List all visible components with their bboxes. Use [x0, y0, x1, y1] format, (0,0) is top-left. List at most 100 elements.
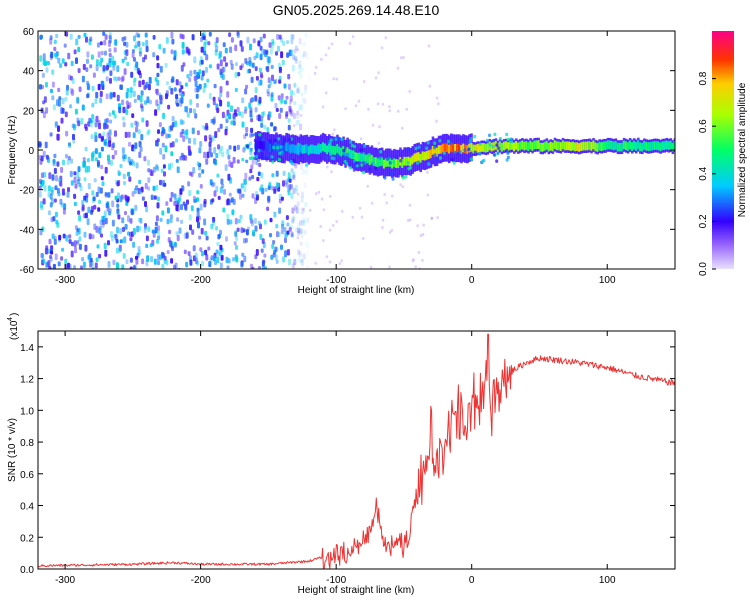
spectrogram-cell: [324, 53, 328, 57]
spectrogram-cell: [253, 218, 257, 224]
spectrogram-blob: [482, 158, 486, 163]
spectrogram-cell: [109, 77, 112, 84]
spectrogram-cell: [196, 130, 200, 136]
spectrogram-ridge-core: [285, 142, 288, 152]
spectrogram-cell: [74, 108, 78, 115]
spectrogram-ridge-core: [531, 142, 534, 151]
spectrogram-cell: [273, 80, 277, 85]
spectrogram-cell: [146, 96, 150, 104]
spectrogram-cell: [215, 186, 219, 193]
spectrogram-cell: [290, 184, 293, 189]
spectrogram-cell: [189, 70, 193, 77]
spectrogram-cell: [275, 51, 278, 56]
spectrogram-cell: [286, 40, 289, 45]
spectrogram-cell: [58, 96, 62, 101]
spectrogram-blob: [458, 150, 462, 154]
spectrogram-ridge-core: [407, 156, 410, 166]
spectrogram-cell: [38, 191, 42, 198]
spectrogram-cell: [206, 78, 210, 83]
spectrogram-cell: [302, 253, 306, 260]
spectrogram-ridge-core: [498, 141, 502, 150]
spectrogram-cell: [180, 65, 184, 72]
spectrogram-cell: [123, 181, 126, 186]
spectrogram-cell: [226, 101, 230, 108]
spectrogram-cell: [191, 127, 195, 135]
spectrogram-cell: [113, 47, 117, 53]
spectrogram-cell: [225, 256, 229, 264]
spectrogram-cell: [106, 132, 110, 137]
spectrogram-cell: [266, 88, 270, 94]
spectrogram-cell: [95, 257, 99, 263]
spectrogram-cell: [64, 258, 68, 265]
spectrogram-cell: [180, 204, 183, 211]
spectrogram-cell: [69, 33, 73, 40]
spectrogram-cell: [306, 217, 310, 224]
spectrogram-cell: [225, 199, 229, 206]
spectrogram-cell: [305, 265, 309, 269]
spectrogram-ridge-core: [561, 140, 565, 150]
spectrogram-ridge-core: [330, 145, 333, 155]
spectrogram-cell: [78, 86, 82, 92]
spectrogram-cell: [57, 261, 61, 267]
spectrogram-ridge-core: [362, 152, 366, 162]
spectrogram-ridge-core: [476, 143, 479, 153]
spectrogram-cell: [401, 185, 405, 189]
spectrogram-ridge-core: [265, 142, 268, 151]
spectrogram-cell: [381, 218, 385, 222]
spectrogram-blob: [498, 136, 502, 141]
spectrogram-ridge-core: [263, 141, 266, 151]
spectrogram-cell: [388, 105, 391, 109]
spectrogram-cell: [232, 121, 236, 126]
spectrogram-cell: [209, 137, 213, 143]
spectrogram-cell: [106, 136, 110, 141]
spectrogram-ridge-core: [557, 141, 561, 151]
spectrogram-cell: [255, 76, 259, 81]
spectrogram-cell: [77, 46, 81, 53]
spectrogram-cell: [43, 184, 47, 192]
spectrogram-cell: [204, 230, 208, 236]
spectrogram-cell: [126, 61, 130, 67]
spectrogram-cell: [129, 266, 133, 269]
spectrogram-blob: [276, 146, 280, 150]
spectrogram-cell: [236, 106, 240, 112]
spectrogram-ridge-core: [433, 148, 437, 157]
spectrogram-cell: [208, 31, 212, 37]
spectrogram-cell: [70, 158, 74, 164]
spectrogram-cell: [259, 53, 263, 61]
spectrogram-cell: [322, 239, 325, 243]
spectrogram-cell: [278, 113, 282, 119]
spectrogram-cell: [111, 143, 115, 151]
spectrogram-cell: [86, 93, 90, 99]
spectrogram-cell: [261, 111, 265, 119]
spectrogram-cell: [49, 202, 53, 208]
spectrogram-cell: [193, 198, 197, 203]
spectrogram-cell: [98, 199, 102, 204]
spectrogram-cell: [108, 128, 112, 135]
spectrogram-cell: [51, 233, 55, 240]
spectrogram-cell: [161, 210, 165, 216]
spectrogram-blob: [367, 153, 371, 157]
spectrogram-ridge-core: [328, 143, 331, 153]
spectrogram-cell: [62, 159, 65, 166]
spectrogram-cell: [94, 135, 98, 143]
spectrogram-cell: [227, 154, 231, 160]
spectrogram-cell: [241, 121, 245, 128]
spectrogram-cell: [232, 115, 236, 122]
spectrogram-cell: [212, 216, 216, 223]
spectrogram-blob: [349, 149, 353, 154]
spectrogram-cell: [290, 49, 294, 56]
spectrogram-cell: [117, 247, 121, 254]
spectrogram-cell: [140, 90, 144, 96]
spectrogram-cell: [376, 102, 380, 106]
spectrogram-cell: [74, 183, 78, 189]
spectrogram-cell: [290, 110, 294, 117]
spectrogram-cell: [78, 182, 82, 188]
spectrogram-cell: [257, 220, 261, 226]
spectrogram-cell: [274, 78, 278, 84]
spectrogram-cell: [61, 97, 65, 105]
spectrogram-cell: [94, 122, 98, 128]
spectrogram-cell: [186, 199, 189, 205]
spectrogram-cell: [131, 49, 135, 54]
spectrogram-cell: [289, 108, 293, 115]
spectrogram-cell: [201, 260, 205, 267]
